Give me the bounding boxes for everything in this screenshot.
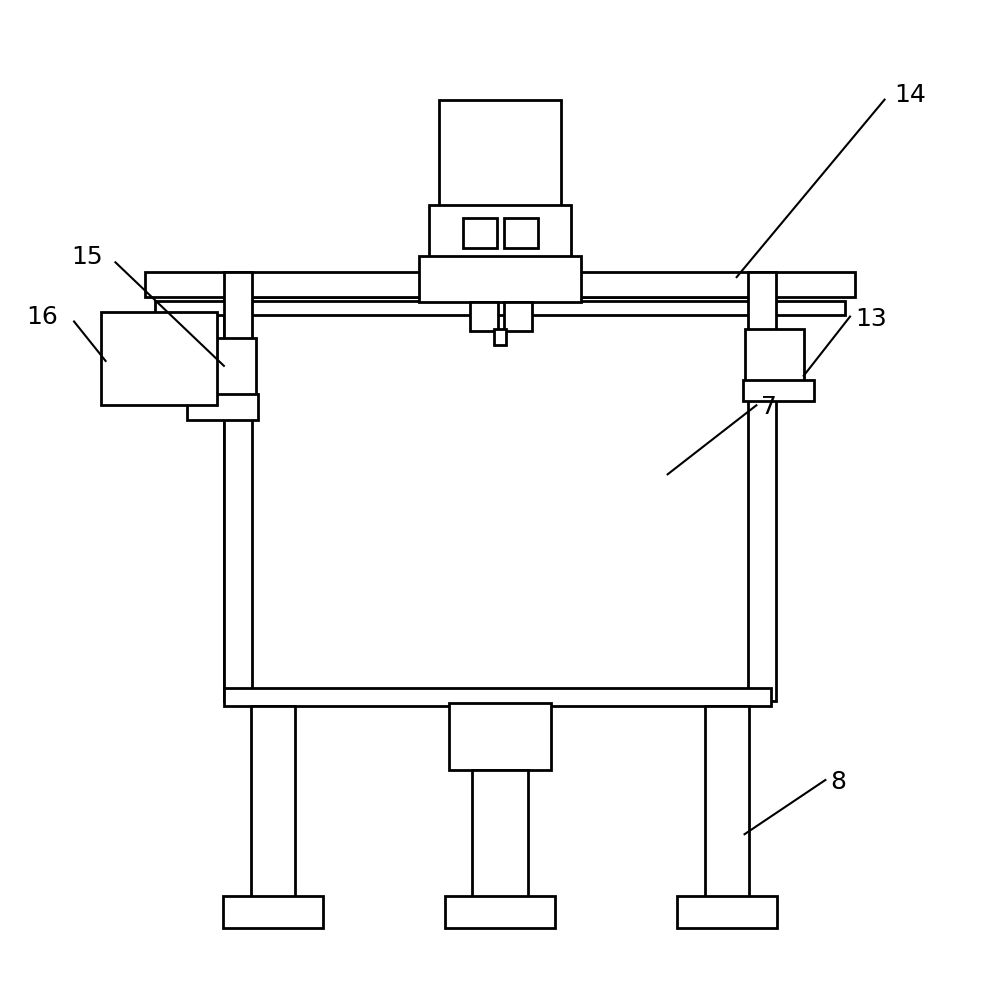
Bar	[494, 329, 506, 345]
Bar	[224, 297, 771, 701]
Bar	[187, 395, 258, 420]
Text: 16: 16	[27, 304, 59, 329]
Bar	[705, 706, 749, 899]
Bar	[251, 706, 295, 899]
Bar	[449, 703, 551, 770]
Bar	[470, 302, 498, 331]
Bar	[429, 205, 571, 259]
Bar	[748, 272, 776, 701]
Bar	[439, 99, 561, 208]
Bar	[224, 688, 771, 706]
Bar	[145, 272, 855, 297]
Bar	[743, 380, 814, 402]
Text: 7: 7	[761, 396, 777, 419]
Bar	[223, 897, 323, 927]
Text: 8: 8	[830, 770, 846, 794]
Bar	[745, 329, 804, 384]
Text: 13: 13	[855, 306, 887, 331]
Bar	[224, 272, 252, 701]
Bar	[445, 897, 555, 927]
Bar	[155, 301, 845, 314]
Text: 15: 15	[71, 246, 103, 269]
Bar	[197, 338, 256, 398]
Bar	[419, 256, 581, 302]
Text: 14: 14	[894, 83, 926, 106]
Bar	[504, 218, 538, 248]
Bar	[101, 312, 217, 406]
Bar	[472, 770, 528, 899]
Bar	[463, 218, 497, 248]
Bar	[677, 897, 777, 927]
Bar	[504, 302, 532, 331]
